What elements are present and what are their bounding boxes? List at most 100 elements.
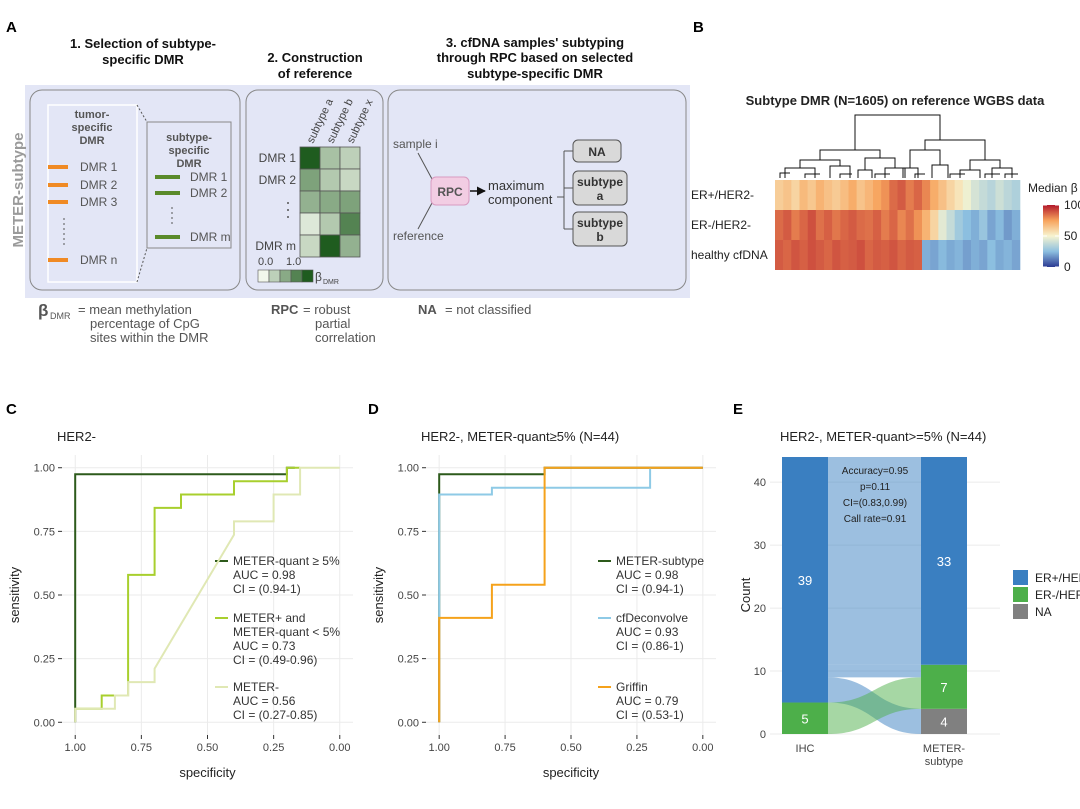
matrix-cell [299, 190, 321, 214]
x-tick-label: IHC [796, 743, 815, 755]
y-axis-label: sensitivity [371, 566, 386, 623]
legend-swatch [1013, 604, 1028, 619]
class-box [572, 211, 628, 247]
y-tick-label: 20 [754, 603, 766, 615]
heat-cell [897, 210, 906, 240]
matrix-cell [319, 212, 341, 236]
legend-annotation: AUC = 0.73 [233, 639, 296, 653]
stratum [782, 457, 828, 703]
y-axis-label: Count [738, 577, 753, 612]
row-label: DMR 1 [259, 151, 297, 165]
annotation: p=0.11 [860, 482, 891, 493]
heat-cell [864, 180, 874, 210]
x-tick-label: 0.50 [560, 742, 581, 754]
heat-cell [783, 180, 792, 210]
x-tick-label: 0.00 [692, 742, 713, 754]
step-box [29, 89, 241, 291]
heat-cell [824, 210, 833, 240]
y-tick-label: 40 [754, 477, 766, 489]
legend-swatch [1013, 587, 1028, 602]
legend-label: cfDeconvolve [616, 611, 688, 625]
matrix-cell [319, 234, 341, 258]
heat-cell [1011, 240, 1021, 270]
data-label: 39 [798, 573, 812, 588]
class-label: b [596, 230, 603, 244]
heat-cell [995, 240, 1004, 270]
dmr-label: DMR m [190, 230, 231, 244]
heat-cell [848, 180, 857, 210]
note-text: sites within the DMR [90, 330, 208, 345]
legend-label: METER- [233, 680, 279, 694]
legend-label: METER+ and [233, 611, 305, 625]
heat-cell [856, 240, 866, 270]
heat-cell [873, 210, 882, 240]
legend-label: METER-quant ≥ 5% [233, 554, 340, 568]
matrix-cell [339, 168, 361, 192]
y-tick-label: 0.75 [398, 526, 419, 538]
heat-cell [881, 210, 890, 240]
heat-cell [954, 240, 964, 270]
y-tick-label: 10 [754, 666, 766, 678]
y-tick-label: 0 [760, 729, 766, 741]
panel-label: B [693, 19, 704, 36]
heat-cell [922, 210, 931, 240]
class-label: subtype [577, 175, 623, 189]
heat-cell [840, 180, 849, 210]
dmr-label: DMR 1 [190, 170, 228, 184]
dmr-label: DMR 1 [80, 160, 118, 174]
colorbar-label: 0 [1064, 260, 1071, 274]
heat-cell [791, 180, 800, 210]
note-term: RPC [271, 302, 299, 317]
legend-annotation: CI = (0.94-1) [233, 582, 301, 596]
matrix-cell [299, 212, 321, 236]
note-text: partial [315, 316, 351, 331]
chart-title: HER2-, METER-quant≥5% (N=44) [421, 429, 619, 444]
panel-label: C [6, 401, 17, 418]
x-tick-label: 1.00 [428, 742, 449, 754]
scale-swatch [268, 269, 281, 283]
y-tick-label: 1.00 [398, 463, 419, 475]
note-text: percentage of CpG [90, 316, 200, 331]
legend-annotation: AUC = 0.93 [616, 625, 679, 639]
heat-cell [889, 240, 898, 270]
matrix-cell [319, 146, 341, 170]
y-tick-label: 0.25 [34, 654, 55, 666]
matrix-cell [319, 168, 341, 192]
heat-cell [881, 240, 890, 270]
stratum [921, 664, 967, 709]
step-title: subtype-specific DMR [467, 66, 603, 81]
matrix-cell [339, 146, 361, 170]
heat-cell [889, 180, 898, 210]
step-title: of reference [278, 66, 352, 81]
colorbar [1043, 205, 1059, 267]
legend-annotation: CI = (0.53-1) [616, 708, 684, 722]
heat-cell [807, 210, 817, 240]
box-title: DMR [79, 135, 104, 147]
heat-cell [995, 180, 1004, 210]
heat-cell [848, 240, 857, 270]
heat-cell [922, 240, 931, 270]
step-title: specific DMR [102, 52, 184, 67]
heat-cell [848, 210, 857, 240]
dmr-label: DMR 3 [80, 195, 118, 209]
connector [136, 247, 148, 283]
legend-annotation: CI = (0.86-1) [616, 639, 684, 653]
heat-cell [832, 210, 841, 240]
heat-cell [824, 240, 833, 270]
heat-cell [905, 180, 915, 210]
heat-cell [881, 180, 890, 210]
heat-cell [938, 180, 947, 210]
heat-cell [930, 210, 939, 240]
panel-label: A [6, 19, 17, 36]
rpc-node [430, 176, 470, 206]
connector [136, 104, 148, 123]
heat-cell [775, 240, 784, 270]
scale-label: 0.0 [258, 256, 273, 268]
stratum [921, 457, 967, 665]
heat-cell [897, 180, 906, 210]
x-tick-label: METER-subtype [923, 743, 966, 768]
x-tick-label: 0.00 [329, 742, 350, 754]
chart-title: HER2- [57, 429, 96, 444]
dmr-label: DMR n [80, 253, 117, 267]
input-label: sample i [393, 137, 438, 151]
